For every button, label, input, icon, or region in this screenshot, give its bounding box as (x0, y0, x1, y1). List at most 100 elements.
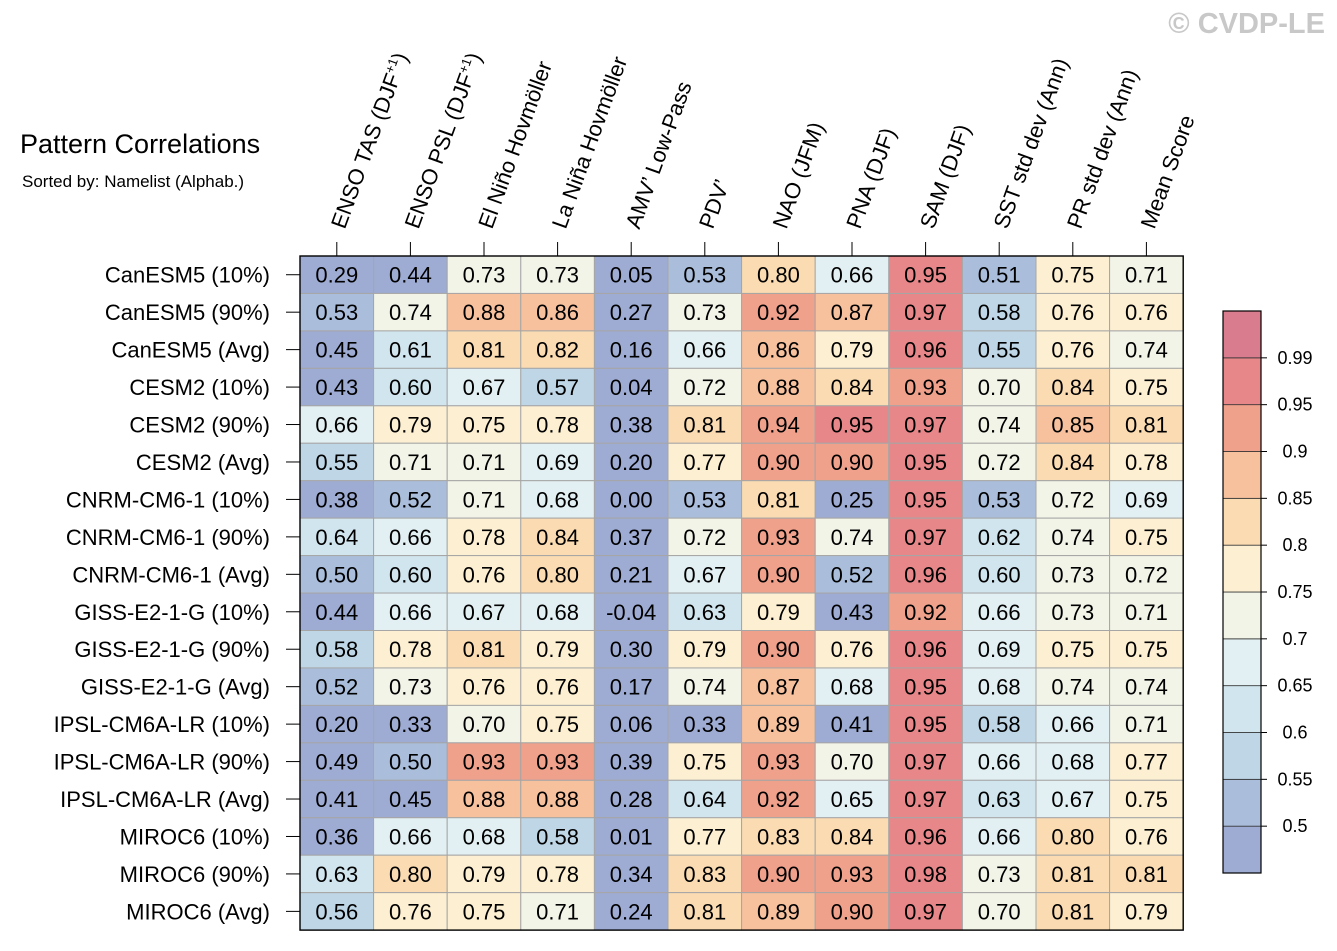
cell-value-label: 0.76 (463, 675, 506, 700)
cell-value-label: 0.76 (831, 637, 874, 662)
colorbar-tick-label: 0.6 (1282, 723, 1307, 743)
heatmap-cell (961, 367, 1037, 407)
cell-value-label: 0.98 (904, 862, 947, 887)
cell-value-label: 0.58 (536, 824, 579, 849)
heatmap-cell (741, 555, 816, 594)
heatmap-cell (1109, 892, 1184, 931)
heatmap-cell (1109, 704, 1184, 744)
cell-value-label: 0.50 (315, 562, 358, 587)
cell-value-label: 0.70 (831, 750, 874, 775)
cell-value-label: 0.24 (610, 899, 653, 924)
cell-value-label: 0.73 (1051, 562, 1094, 587)
heatmap-cell (446, 630, 522, 669)
cell-value-label: 0.79 (831, 338, 874, 363)
cell-value-label: 0.85 (1051, 413, 1094, 438)
heatmap-cell (593, 292, 669, 332)
cell-value-label: 0.70 (978, 899, 1021, 924)
colorbar-swatch (1222, 310, 1262, 359)
cell-value-label: 0.68 (978, 675, 1021, 700)
cell-value-label: 0.55 (978, 338, 1021, 363)
colorbar-swatch (1222, 497, 1262, 546)
cell-value-label: 0.45 (389, 787, 432, 812)
heatmap-cell (520, 517, 595, 557)
cell-value-label: 0.80 (536, 562, 579, 587)
cell-value-label: 0.50 (389, 750, 432, 775)
heatmap-cell (299, 854, 375, 894)
column-label: La Niña Hovmöller (547, 53, 632, 232)
heatmap-cell (593, 592, 669, 631)
cell-value-label: 0.84 (831, 375, 874, 400)
cell-value-label: 0.63 (683, 600, 726, 625)
cell-value-label: -0.04 (606, 600, 656, 625)
heatmap-cell (446, 892, 522, 931)
cell-value-label: 0.66 (978, 600, 1021, 625)
heatmap-cell (741, 704, 816, 744)
heatmap-cell (741, 854, 816, 894)
cell-value-label: 0.73 (978, 862, 1021, 887)
cell-value-label: 0.78 (463, 525, 506, 550)
chart-title: Pattern Correlations (20, 129, 260, 159)
cell-value-label: 0.66 (1051, 712, 1094, 737)
cell-value-label: 0.28 (610, 787, 653, 812)
cell-value-label: 0.67 (463, 600, 506, 625)
cell-value-label: 0.77 (1125, 750, 1168, 775)
cell-value-label: 0.79 (389, 413, 432, 438)
heatmap-cell (299, 704, 375, 744)
row-label: CESM2 (90%) (129, 413, 270, 438)
heatmap-cell (667, 255, 743, 294)
colorbar-tick-label: 0.7 (1282, 629, 1307, 649)
heatmap-cell (299, 480, 375, 519)
cell-value-label: 0.67 (683, 562, 726, 587)
cell-value-label: 0.93 (831, 862, 874, 887)
colorbar-tick-label: 0.9 (1282, 442, 1307, 462)
heatmap-cell (446, 367, 522, 407)
heatmap-cell (741, 817, 816, 856)
heatmap-cell (741, 667, 816, 706)
heatmap-cell (961, 779, 1037, 819)
heatmap-cell (1109, 330, 1184, 369)
colorbar-tick-label: 0.8 (1282, 535, 1307, 555)
heatmap-cell (299, 255, 375, 294)
heatmap-cell (667, 555, 743, 594)
heatmap-cell (299, 630, 375, 669)
cell-value-label: 0.78 (389, 637, 432, 662)
cell-value-label: 0.80 (389, 862, 432, 887)
heatmap-cell (520, 555, 595, 594)
cell-value-label: 0.89 (757, 712, 800, 737)
heatmap-cell (814, 630, 890, 669)
heatmap-cell (888, 779, 963, 819)
cell-value-label: 0.75 (683, 750, 726, 775)
cell-value-label: 0.81 (463, 338, 506, 363)
cell-value-label: 0.25 (831, 487, 874, 512)
cell-value-label: 0.68 (831, 675, 874, 700)
cell-value-label: 0.44 (315, 600, 358, 625)
cell-value-label: 0.97 (904, 300, 947, 325)
cell-value-label: 0.43 (315, 375, 358, 400)
cell-value-label: 0.81 (1051, 862, 1094, 887)
heatmap-cell (667, 704, 743, 744)
heatmap-cell (741, 742, 816, 781)
cell-value-label: 0.88 (757, 375, 800, 400)
cell-value-label: 0.76 (536, 675, 579, 700)
cell-value-label: 0.93 (757, 525, 800, 550)
cell-value-label: 0.77 (683, 824, 726, 849)
column-label: ENSO TAS (DJF+1) (326, 49, 413, 232)
cell-value-label: 0.77 (683, 450, 726, 475)
cell-value-label: 0.81 (757, 487, 800, 512)
cell-value-label: 0.38 (610, 413, 653, 438)
cell-value-label: 0.52 (389, 487, 432, 512)
heatmap-cell (593, 330, 669, 369)
heatmap-cell (520, 892, 595, 931)
heatmap-cell (373, 592, 448, 631)
cell-value-label: 0.21 (610, 562, 653, 587)
heatmap-cell (814, 292, 890, 332)
cell-value-label: 0.95 (904, 263, 947, 288)
cell-value-label: 0.41 (315, 787, 358, 812)
heatmap-cell (520, 592, 595, 631)
heatmap-cell (667, 892, 743, 931)
cell-value-label: 0.79 (757, 600, 800, 625)
heatmap-cell (961, 892, 1037, 931)
cell-value-label: 0.97 (904, 899, 947, 924)
heatmap-cell (373, 892, 448, 931)
cell-value-label: 0.74 (1051, 525, 1094, 550)
